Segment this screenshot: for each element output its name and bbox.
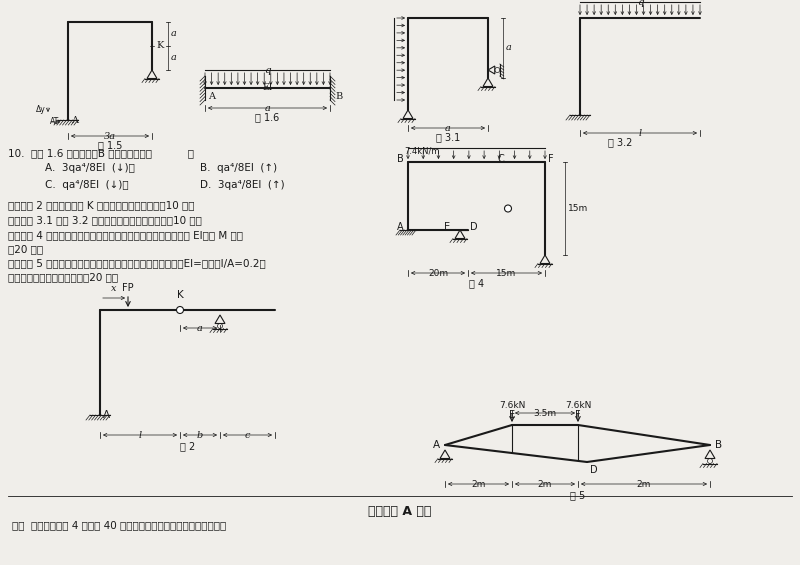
Text: 二、如图 2 所示结构，作 K 点弯矩和剪力影响线。（10 分）: 二、如图 2 所示结构，作 K 点弯矩和剪力影响线。（10 分） xyxy=(8,200,194,210)
Text: 15m: 15m xyxy=(496,269,517,278)
Text: q: q xyxy=(637,0,643,7)
Text: K: K xyxy=(177,290,183,300)
Circle shape xyxy=(505,205,511,212)
Text: C: C xyxy=(498,154,504,164)
Text: 图 2: 图 2 xyxy=(180,441,195,451)
Text: 2m: 2m xyxy=(637,480,651,489)
Text: 四、如图 4 所示结构，用位移法计算图示结构，各杆件刚度均为 EI，作 M 图。: 四、如图 4 所示结构，用位移法计算图示结构，各杆件刚度均为 EI，作 M 图。 xyxy=(8,230,243,240)
Text: 图 3.1: 图 3.1 xyxy=(436,132,460,142)
Text: Δy: Δy xyxy=(36,106,46,115)
Text: c: c xyxy=(245,431,250,440)
Text: C.  qa⁴/8EI  (↓)；: C. qa⁴/8EI (↓)； xyxy=(45,180,129,190)
Text: A.  3qa⁴/8EI  (↓)；: A. 3qa⁴/8EI (↓)； xyxy=(45,163,135,173)
Text: 图 1.5: 图 1.5 xyxy=(98,140,122,150)
Text: A: A xyxy=(398,222,404,232)
Text: D: D xyxy=(470,222,478,232)
Text: l: l xyxy=(138,431,142,440)
Text: 3a: 3a xyxy=(104,132,116,141)
Text: x: x xyxy=(111,284,117,293)
Text: 7.6kN: 7.6kN xyxy=(499,401,525,410)
Text: AT: AT xyxy=(50,117,60,126)
Text: D: D xyxy=(590,465,598,475)
Text: A: A xyxy=(208,92,215,101)
Text: 2m: 2m xyxy=(538,480,552,489)
Text: 2m: 2m xyxy=(471,480,486,489)
Text: A: A xyxy=(103,410,110,420)
Text: 3.5m: 3.5m xyxy=(534,409,557,418)
Text: a: a xyxy=(445,124,451,133)
Text: a: a xyxy=(171,29,177,38)
Text: 一、  选择题（每题 4 分，共 40 分，将正确答案的选项写在答题纸上）: 一、 选择题（每题 4 分，共 40 分，将正确答案的选项写在答题纸上） xyxy=(12,520,226,530)
Text: b: b xyxy=(197,431,203,440)
Text: A: A xyxy=(71,116,78,125)
Text: 15m: 15m xyxy=(568,204,588,213)
Text: 图 5: 图 5 xyxy=(570,490,585,500)
Text: 五、如图 5 所示结构，用力法计算并绘制图示刚架的弯矩图（EI=常数，I/A=0.2，: 五、如图 5 所示结构，用力法计算并绘制图示刚架的弯矩图（EI=常数，I/A=0… xyxy=(8,258,266,268)
Text: （20 分）: （20 分） xyxy=(8,244,43,254)
Text: 10.  如图 1.6 所示结构，B 点竖向位移为（           ）: 10. 如图 1.6 所示结构，B 点竖向位移为（ ） xyxy=(8,148,194,158)
Text: E: E xyxy=(444,222,450,232)
Circle shape xyxy=(177,306,183,314)
Text: D.  3qa⁴/8EI  (↑): D. 3qa⁴/8EI (↑) xyxy=(200,180,285,190)
Text: a: a xyxy=(197,324,203,333)
Text: 结构力学 A 答案: 结构力学 A 答案 xyxy=(368,505,432,518)
Text: 图 1.6: 图 1.6 xyxy=(255,112,280,122)
Text: 图 3.2: 图 3.2 xyxy=(608,137,632,147)
Text: a: a xyxy=(506,44,512,53)
Text: B: B xyxy=(715,440,722,450)
Text: q: q xyxy=(264,66,271,75)
Text: K: K xyxy=(156,41,163,50)
Text: A: A xyxy=(433,440,440,450)
Text: 20m: 20m xyxy=(428,269,448,278)
Text: EI: EI xyxy=(262,83,273,92)
Text: 7.6kN: 7.6kN xyxy=(565,401,591,410)
Text: B: B xyxy=(398,154,404,164)
Text: F: F xyxy=(575,410,581,420)
Text: l: l xyxy=(638,129,642,138)
Text: FP: FP xyxy=(122,283,134,293)
Text: a: a xyxy=(265,104,270,113)
Text: 不考虑柔式杆轴向变形）。（20 分）: 不考虑柔式杆轴向变形）。（20 分） xyxy=(8,272,118,282)
Text: 图 4: 图 4 xyxy=(469,278,484,288)
Text: F: F xyxy=(548,154,554,164)
Text: E: E xyxy=(509,410,515,420)
Text: B: B xyxy=(335,92,342,101)
Text: a: a xyxy=(171,54,177,63)
Text: 7.4kN/m: 7.4kN/m xyxy=(404,146,439,155)
Text: 三、如图 3.1 和图 3.2 所示结构，试逼画弯矩图。（10 分）: 三、如图 3.1 和图 3.2 所示结构，试逼画弯矩图。（10 分） xyxy=(8,215,202,225)
Text: B.  qa⁴/8EI  (↑): B. qa⁴/8EI (↑) xyxy=(200,163,277,173)
